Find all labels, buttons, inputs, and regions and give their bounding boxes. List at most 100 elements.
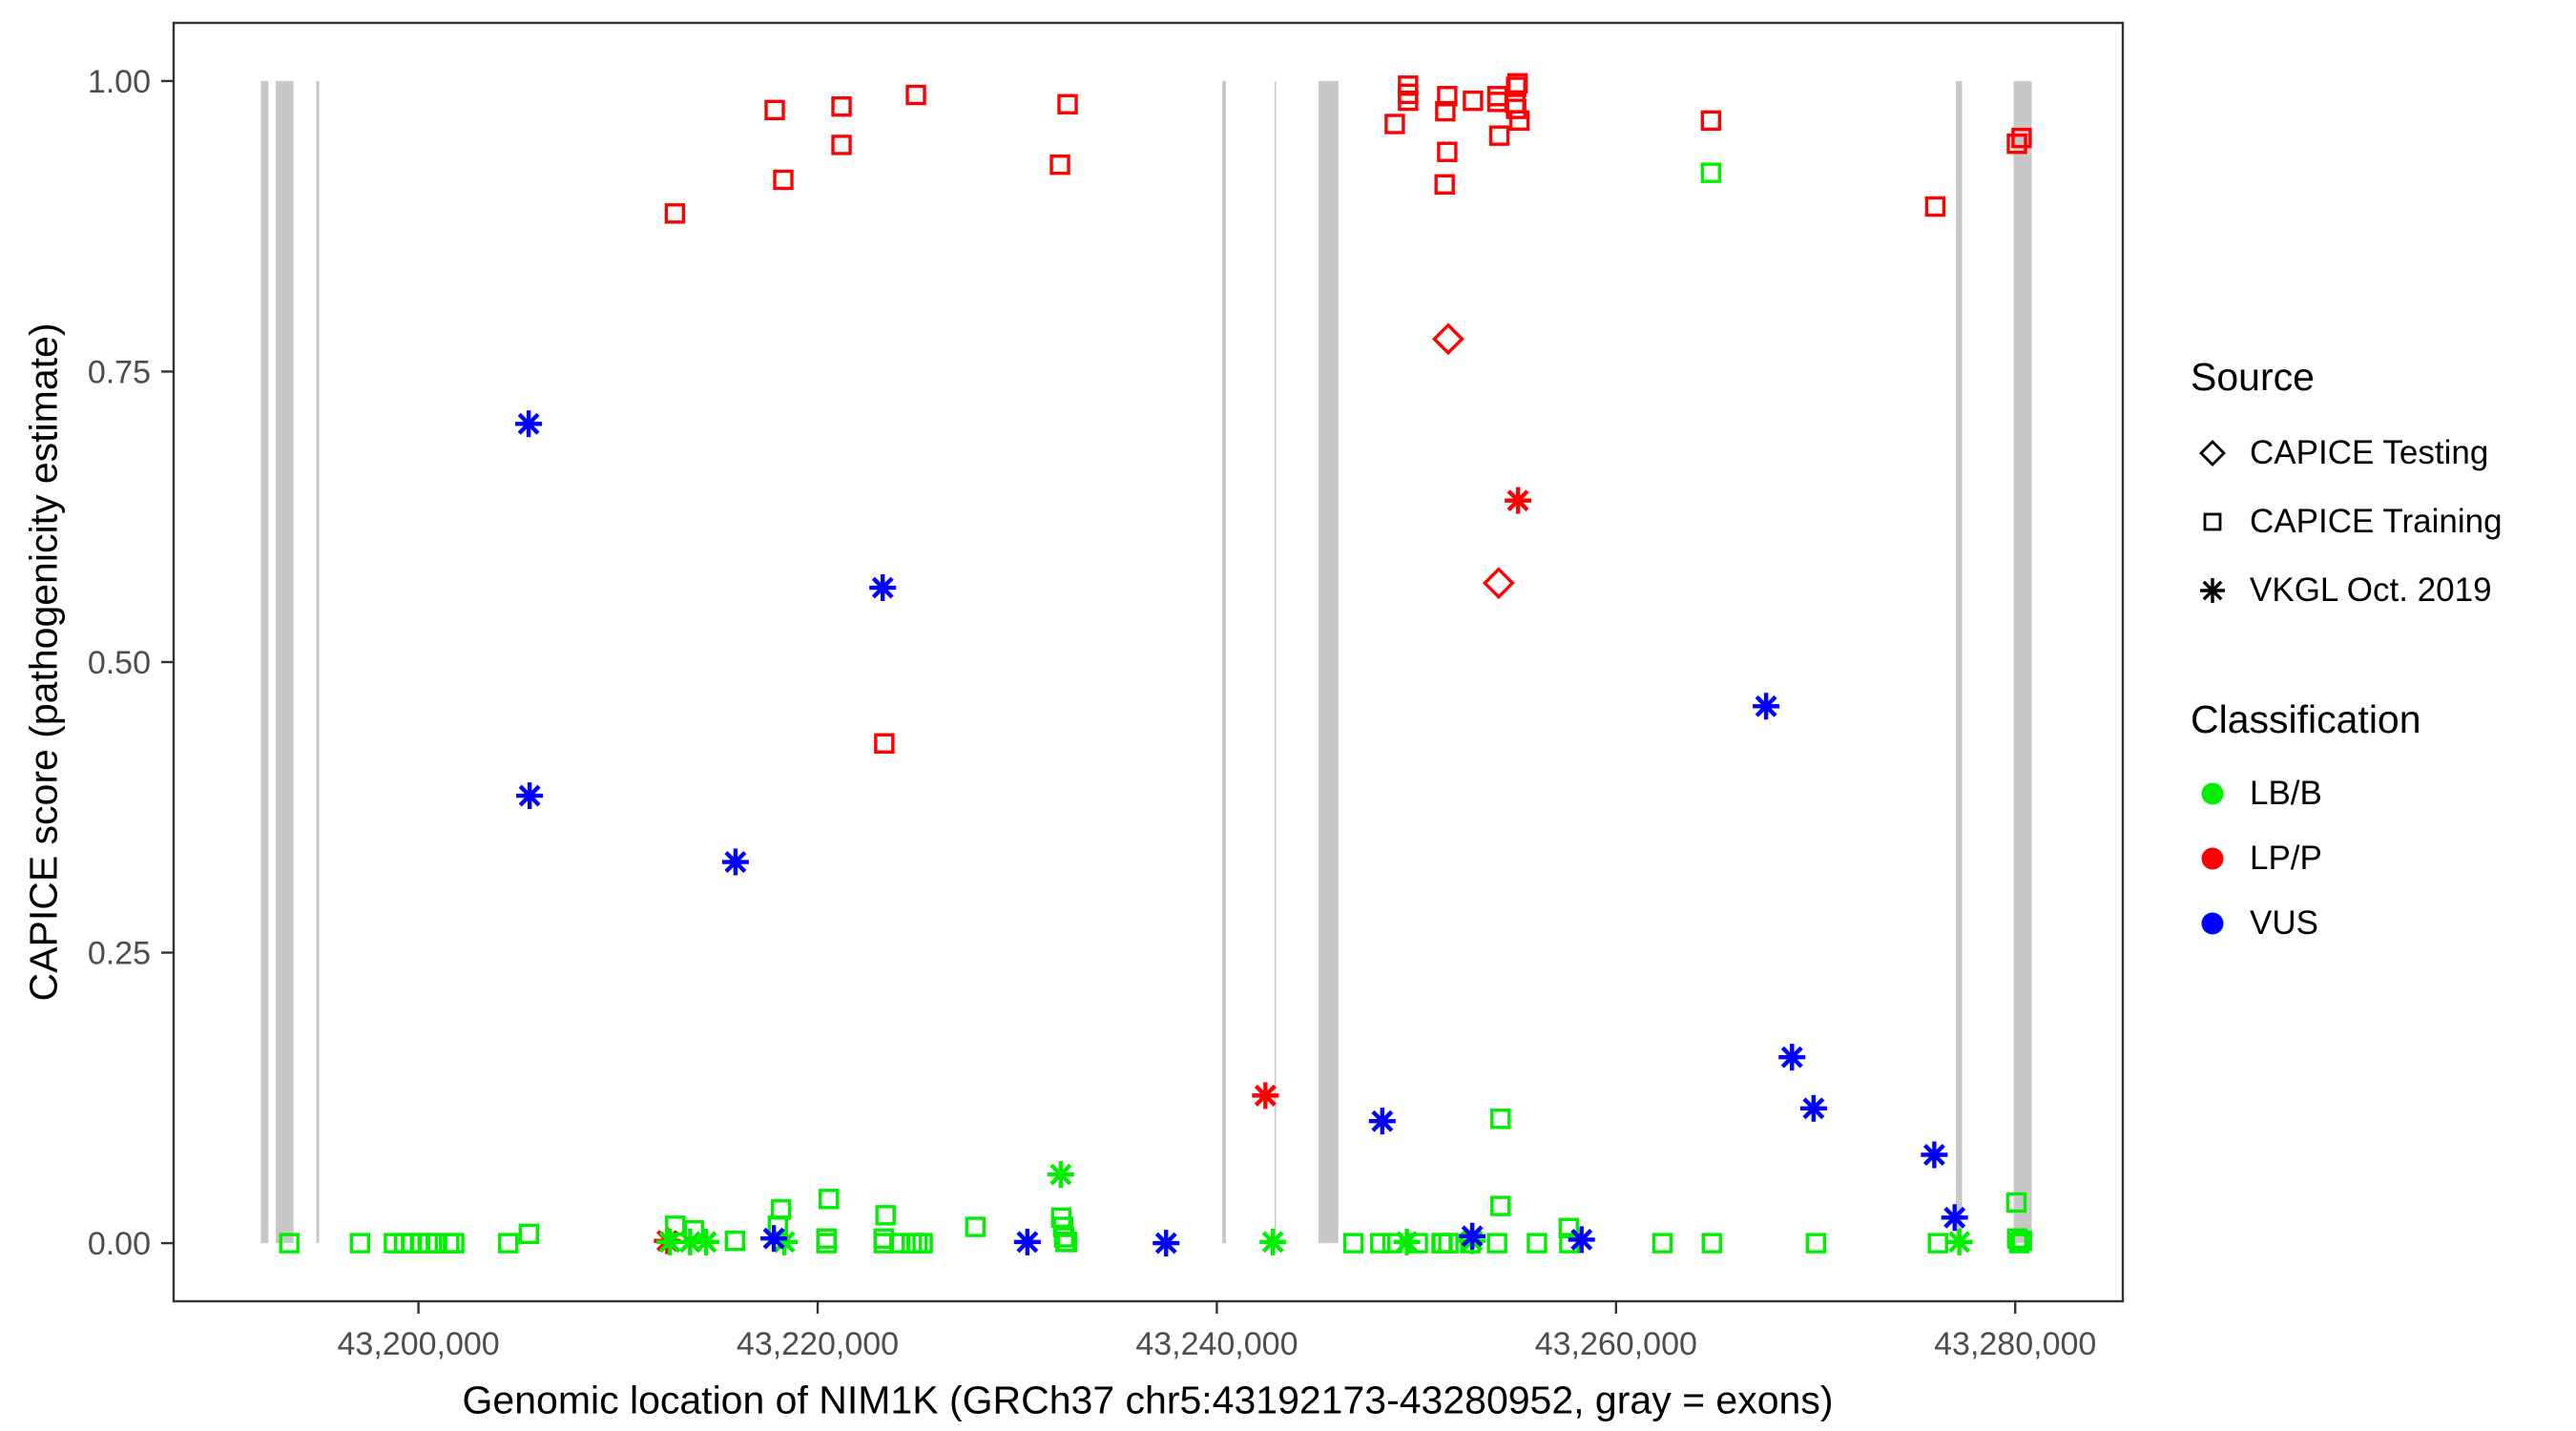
data-point-square [2006, 1228, 2028, 1249]
data-point-asterisk [1921, 1141, 1948, 1169]
data-point-square [1527, 1233, 1548, 1254]
data-point-square [1488, 125, 1510, 146]
legend-source-item-1-icon-box [2191, 500, 2234, 544]
data-point-square [1437, 86, 1458, 107]
legend-source-item-0-icon-box [2191, 431, 2234, 475]
data-point-square [819, 1189, 840, 1210]
data-point-square [1056, 1232, 1078, 1253]
legend-classification-item-1-icon-box [2191, 837, 2234, 881]
data-point-asterisk [771, 1228, 799, 1255]
data-point-asterisk [1941, 1204, 1968, 1232]
diamond-icon [2199, 440, 2226, 467]
data-point-asterisk [1753, 693, 1780, 720]
data-point-square [2011, 1230, 2032, 1252]
data-point-asterisk [1047, 1161, 1074, 1189]
data-point-square [773, 169, 794, 191]
data-point-square [2006, 133, 2027, 155]
legend-classification-item-2-icon-box [2191, 902, 2234, 945]
y-tick-label: 0.25 [88, 936, 151, 972]
legend-source-item-2-label: VKGL Oct. 2019 [2250, 571, 2492, 609]
data-point-asterisk [516, 782, 544, 810]
data-point-asterisk [869, 574, 897, 602]
y-tick-label: 1.00 [88, 64, 151, 100]
data-point-square [2005, 1192, 2027, 1213]
classification-dot-icon [2201, 912, 2224, 935]
data-point-asterisk [515, 410, 543, 438]
data-point-diamond [1482, 567, 1515, 600]
data-point-square [764, 99, 785, 121]
data-point-asterisk [1505, 487, 1532, 514]
y-tick-label: 0.75 [88, 354, 151, 390]
data-point-square [1437, 141, 1458, 162]
data-point-square [664, 203, 686, 224]
data-point-square [874, 733, 895, 754]
data-point-square [349, 1233, 371, 1254]
legend-classification-item-2: VUS [2191, 891, 2572, 956]
exon-bar [316, 80, 320, 1244]
exon-bar [260, 80, 269, 1244]
legend-source-item-2-icon-box [2191, 569, 2234, 612]
legend-source-item-1-label: CAPICE Training [2250, 503, 2503, 540]
x-tick-label: 43,260,000 [1535, 1326, 1697, 1362]
exon-bar [276, 80, 294, 1244]
data-point-square [1558, 1217, 1579, 1238]
data-point-square [1490, 1195, 1511, 1216]
legend-classification-items: LB/B LP/P VUS [2191, 761, 2572, 956]
data-point-asterisk [676, 1228, 704, 1255]
data-point-asterisk [1013, 1228, 1041, 1255]
exon-bar [2013, 80, 2032, 1244]
classification-dot-icon [2201, 782, 2224, 805]
data-point-square [875, 1205, 896, 1226]
data-point-square [1700, 110, 1722, 132]
x-axis-title: Genomic location of NIM1K (GRCh37 chr5:4… [462, 1378, 1834, 1422]
x-tick-label: 43,220,000 [737, 1326, 899, 1362]
data-point-square [279, 1233, 300, 1254]
y-axis-title: CAPICE score (pathogenicity estimate) [21, 322, 66, 1002]
data-point-square [1700, 162, 1722, 183]
data-point-square [1490, 1109, 1511, 1130]
data-point-asterisk [1459, 1222, 1486, 1250]
data-point-asterisk [656, 1228, 684, 1255]
data-point-asterisk [1778, 1044, 1806, 1071]
asterisk-icon [2200, 578, 2225, 603]
exon-bar [1956, 80, 1963, 1244]
y-tick-label: 0.50 [88, 645, 151, 681]
data-point-square [965, 1216, 986, 1237]
data-point-square [1506, 98, 1527, 119]
data-point-asterisk [1393, 1228, 1421, 1255]
data-point-square [770, 1199, 792, 1220]
data-point-square [1384, 114, 1405, 135]
legend-classification-item-2-label: VUS [2250, 904, 2318, 942]
data-point-square [1652, 1233, 1673, 1254]
plot-panel [174, 23, 2123, 1301]
legend-source-title: Source [2191, 355, 2315, 399]
exon-bar [1318, 80, 1339, 1244]
data-point-square [912, 1233, 933, 1254]
legend: Source CAPICE Testing CAPICE Training VKGL… [2191, 355, 2572, 956]
data-point-square [1434, 174, 1455, 196]
legend-classification-item-1: LP/P [2191, 826, 2572, 891]
data-point-square [816, 1233, 837, 1254]
data-point-asterisk [760, 1225, 788, 1253]
data-point-square [1049, 154, 1070, 176]
y-tick-label: 0.00 [88, 1226, 151, 1262]
data-point-square [831, 96, 852, 117]
x-tick-label: 43,280,000 [1934, 1326, 2096, 1362]
legend-source-item-1: CAPICE Training [2191, 487, 2572, 556]
data-point-square [1057, 93, 1078, 114]
data-point-asterisk [1259, 1228, 1287, 1255]
data-point-square [1508, 110, 1530, 132]
data-point-square [1435, 100, 1456, 122]
legend-classification-item-1-label: LP/P [2250, 840, 2322, 877]
legend-source-item-0: CAPICE Testing [2191, 419, 2572, 487]
data-point-square [1486, 1233, 1507, 1254]
data-point-asterisk [693, 1228, 720, 1255]
data-point-asterisk [1252, 1082, 1279, 1110]
data-point-square [1924, 196, 1946, 218]
data-point-square [1052, 1216, 1074, 1237]
data-point-square [444, 1233, 465, 1254]
data-point-asterisk [1945, 1228, 1973, 1255]
exon-bar [1222, 80, 1227, 1244]
data-point-square [2011, 127, 2032, 149]
